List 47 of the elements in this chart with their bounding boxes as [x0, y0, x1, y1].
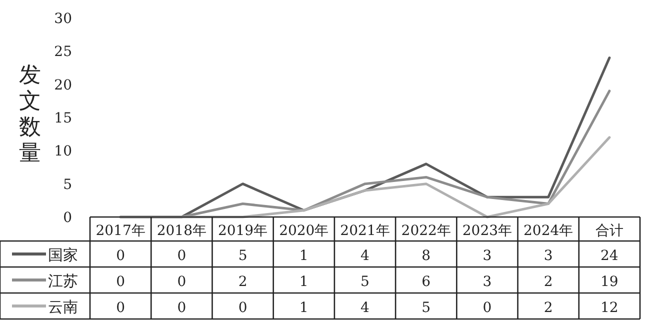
x-tick-label: 2024年 — [524, 223, 574, 239]
y-tick-label: 25 — [54, 44, 72, 60]
data-label: 0 — [177, 274, 186, 290]
x-tick-label: 2022年 — [401, 223, 451, 239]
x-tick-label: 合计 — [595, 223, 624, 239]
x-tick-label: 2018年 — [156, 223, 206, 239]
data-label: 2 — [544, 274, 553, 290]
x-tick-label: 2020年 — [279, 223, 329, 239]
data-label: 0 — [177, 300, 186, 316]
x-tick-label: 2019年 — [218, 223, 268, 239]
data-label: 5 — [360, 274, 370, 290]
data-label: 0 — [482, 300, 492, 316]
y-tick-label: 0 — [63, 210, 72, 226]
y-tick-label: 5 — [63, 176, 72, 193]
data-label: 2 — [544, 300, 553, 316]
legend-label: 云南 — [48, 298, 78, 316]
data-label: 2 — [238, 274, 248, 290]
legend-label: 江苏 — [48, 272, 78, 290]
x-tick-label: 2017年 — [96, 223, 146, 239]
data-label: 3 — [482, 274, 492, 290]
y-axis-title: 发文数量 — [19, 63, 41, 166]
y-tick-label: 20 — [54, 77, 72, 94]
data-label: 1 — [299, 248, 308, 264]
data-label: 6 — [422, 274, 431, 290]
data-label: 24 — [600, 248, 618, 264]
legend-label: 国家 — [48, 246, 78, 264]
data-label: 0 — [177, 248, 186, 264]
y-tick-label: 15 — [54, 110, 72, 126]
data-label: 19 — [600, 274, 618, 290]
data-label: 1 — [299, 274, 308, 290]
x-tick-label: 2021年 — [340, 223, 390, 239]
data-label: 0 — [116, 300, 126, 316]
data-label: 5 — [422, 300, 431, 316]
data-label: 0 — [238, 300, 248, 316]
data-label: 3 — [544, 248, 553, 264]
data-label: 0 — [116, 248, 126, 264]
y-tick-label: 10 — [54, 144, 72, 160]
data-label: 12 — [600, 300, 618, 316]
y-tick-label: 30 — [54, 11, 72, 27]
data-label: 8 — [422, 248, 431, 264]
data-label: 3 — [482, 248, 492, 264]
data-label: 4 — [360, 248, 370, 264]
data-label: 1 — [299, 300, 308, 316]
x-tick-label: 2023年 — [462, 223, 512, 239]
data-label: 5 — [238, 248, 248, 264]
data-label: 0 — [116, 274, 126, 290]
data-label: 4 — [360, 300, 370, 316]
